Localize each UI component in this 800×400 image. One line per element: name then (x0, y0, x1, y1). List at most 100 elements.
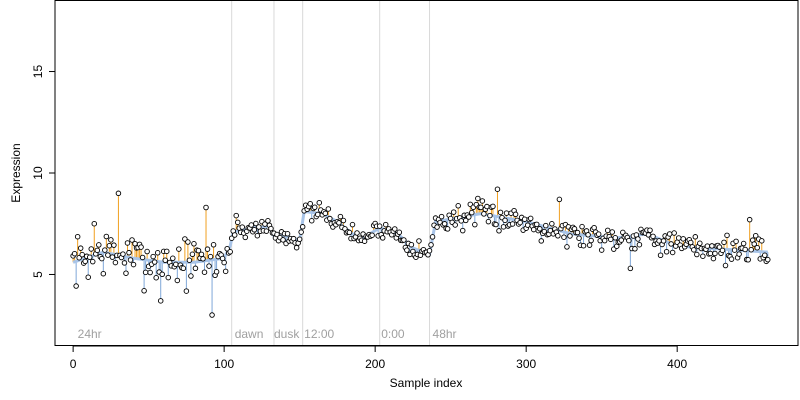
data-point (736, 251, 742, 257)
data-point (604, 227, 611, 234)
x-axis: 0 100 200 300 400 (70, 345, 688, 371)
data-point (90, 258, 96, 265)
data-point (346, 229, 353, 236)
data-point (490, 203, 496, 210)
data-point (200, 256, 206, 262)
data-point (299, 224, 306, 230)
data-point (308, 217, 315, 224)
data-point (731, 247, 738, 253)
data-point (547, 227, 554, 234)
data-point (102, 247, 108, 253)
data-point (765, 256, 771, 263)
data-point (336, 220, 342, 226)
data-point (455, 203, 461, 209)
data-point (71, 250, 78, 257)
data-point (494, 186, 501, 192)
data-point (379, 235, 386, 241)
data-point (466, 214, 472, 220)
data-point (709, 243, 715, 249)
data-point (349, 221, 356, 228)
data-point (233, 212, 239, 219)
data-point (242, 234, 249, 241)
y-tick-label: 10 (31, 166, 45, 180)
data-point (533, 221, 540, 228)
data-point (759, 238, 765, 244)
data-point (311, 204, 318, 211)
data-point (426, 247, 433, 254)
data-point (157, 298, 164, 304)
data-point (124, 240, 131, 246)
data-point (671, 230, 677, 236)
data-point (733, 238, 739, 245)
data-point (170, 255, 176, 262)
data-point (253, 220, 259, 227)
data-point (198, 251, 205, 258)
data-point (126, 249, 132, 256)
data-point (576, 235, 582, 241)
data-point (376, 223, 383, 229)
data-point (485, 218, 492, 225)
data-point (657, 252, 664, 258)
data-point (284, 231, 291, 237)
data-point (316, 199, 323, 206)
data-point (159, 271, 165, 278)
data-point (719, 247, 726, 254)
data-point (408, 241, 415, 248)
data-point (472, 221, 478, 228)
data-point (537, 226, 543, 232)
data-point (105, 252, 111, 258)
data-point (176, 246, 182, 252)
data-point (203, 204, 209, 211)
data-point (174, 277, 181, 284)
data-point (138, 244, 144, 250)
data-point (195, 247, 202, 254)
data-point (186, 257, 193, 263)
data-point (438, 213, 445, 220)
data-point (496, 228, 502, 234)
data-point (517, 219, 523, 226)
data-point (428, 242, 434, 248)
data-point (248, 222, 255, 228)
y-axis: 5 10 15 (31, 65, 56, 278)
data-point (567, 233, 573, 239)
data-point (396, 229, 403, 236)
data-point (139, 254, 146, 261)
data-point (369, 232, 375, 238)
data-point (192, 265, 199, 272)
data-point (660, 238, 667, 244)
data-point (663, 249, 670, 255)
data-point (479, 198, 486, 204)
data-point (444, 226, 451, 232)
data-point (704, 243, 711, 249)
y-axis-title: Expression (9, 143, 23, 202)
data-point (154, 250, 161, 256)
data-point (549, 221, 555, 227)
annotation-labels: 24hr dawn dusk 12:00 0:00 48hr (78, 327, 457, 341)
data-point (694, 251, 700, 258)
data-point (234, 219, 241, 226)
data-point (556, 196, 563, 203)
data-point (434, 224, 440, 230)
data-point (108, 237, 114, 243)
data-point (555, 233, 561, 239)
annotation-label: 0:00 (381, 327, 405, 341)
data-point (325, 206, 332, 212)
x-tick-label: 300 (516, 357, 536, 371)
data-point (213, 269, 220, 275)
data-point (463, 217, 469, 224)
data-point (191, 241, 197, 247)
data-point (228, 235, 235, 241)
data-point (585, 232, 591, 238)
data-point (748, 246, 754, 253)
data-point (710, 255, 717, 262)
data-point (120, 251, 126, 257)
data-point (481, 211, 487, 217)
data-point (111, 242, 117, 248)
data-point (580, 242, 587, 249)
data-point (579, 223, 585, 230)
data-point (721, 239, 727, 246)
data-point (112, 259, 119, 266)
data-point (752, 232, 759, 239)
data-point (728, 256, 735, 262)
x-tick-label: 0 (70, 357, 77, 371)
